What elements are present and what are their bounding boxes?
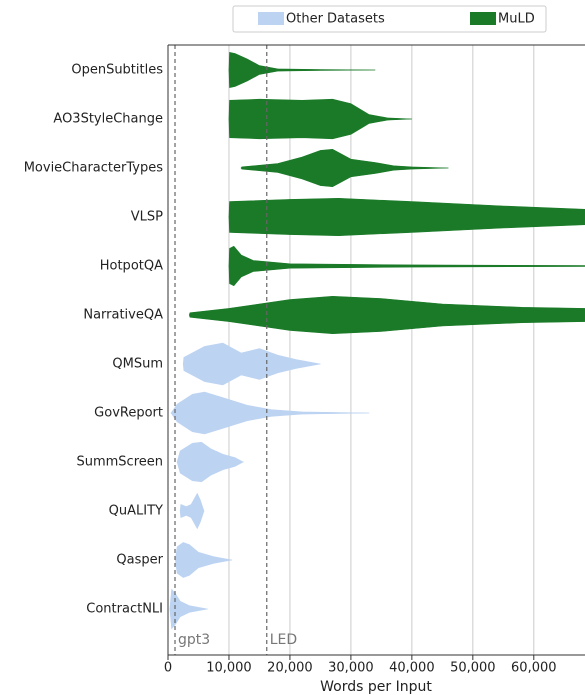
violin-half: [228, 197, 585, 218]
x-tick-label: 0: [164, 661, 172, 676]
violin-half: [174, 559, 233, 578]
reference-label: gpt3: [178, 632, 210, 648]
legend-label: Other Datasets: [286, 12, 385, 27]
category-label: QMSum: [112, 357, 163, 372]
category-label: Qasper: [116, 553, 163, 568]
category-label: MovieCharacterTypes: [24, 161, 164, 176]
category-label: QuALITY: [109, 504, 163, 519]
category-label: OpenSubtitles: [71, 63, 163, 78]
violin-half: [228, 69, 376, 88]
category-label: ContractNLI: [86, 602, 163, 617]
x-tick-label: 60,000: [511, 661, 557, 676]
violin-half: [170, 412, 370, 435]
category-label: SummScreen: [76, 455, 163, 470]
violin-half: [228, 265, 585, 287]
violin-half: [182, 363, 321, 386]
violin-half: [170, 391, 370, 414]
violin-half: [240, 148, 449, 169]
violin-half: [228, 52, 376, 71]
violin-half: [228, 118, 412, 140]
violin-half: [176, 441, 245, 463]
category-label: VLSP: [131, 210, 163, 225]
violin-half: [228, 245, 585, 267]
violin-half: [228, 216, 585, 237]
violin-half: [188, 314, 585, 335]
x-tick-label: 30,000: [328, 661, 374, 676]
legend-label: MuLD: [498, 12, 535, 27]
violin-half: [174, 542, 233, 561]
legend-box: [232, 5, 547, 33]
violin-half: [228, 98, 412, 120]
violin-half: [176, 461, 245, 483]
plot-area: [169, 52, 585, 630]
category-label: NarrativeQA: [83, 308, 163, 323]
reference-label: LED: [270, 632, 297, 648]
legend-swatch: [258, 12, 284, 25]
x-tick-label: 50,000: [450, 661, 496, 676]
legend-swatch: [470, 12, 496, 25]
violin-half: [240, 167, 449, 188]
x-axis-label: Words per Input: [320, 679, 432, 695]
category-label: GovReport: [94, 406, 163, 421]
x-tick-label: 40,000: [389, 661, 435, 676]
violin-half: [179, 510, 205, 530]
category-label: HotpotQA: [100, 259, 163, 274]
x-tick-label: 10,000: [206, 661, 252, 676]
violin-half: [169, 608, 208, 630]
category-label: AO3StyleChange: [53, 112, 163, 127]
violin-half: [179, 492, 205, 512]
violin-half: [182, 342, 321, 365]
violin-half: [188, 295, 585, 316]
x-tick-label: 20,000: [267, 661, 313, 676]
